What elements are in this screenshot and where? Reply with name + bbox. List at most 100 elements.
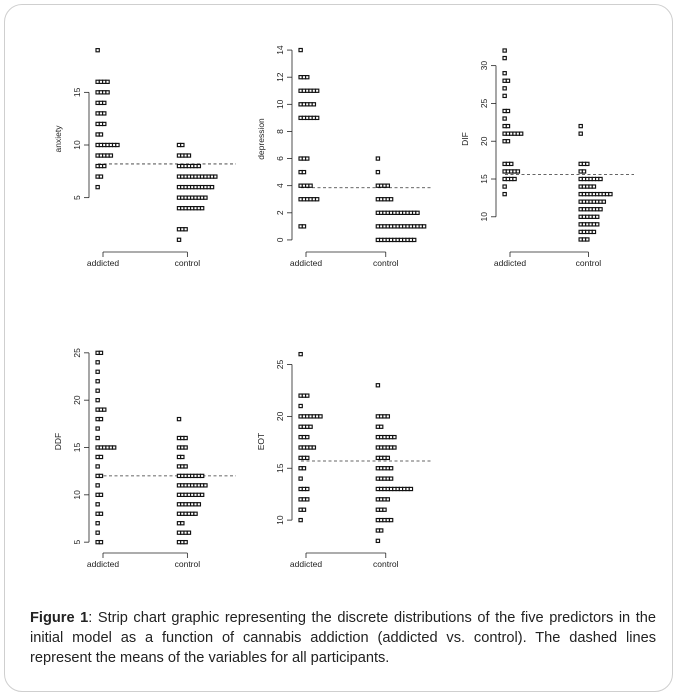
series-control: [375, 156, 427, 243]
data-point: [301, 169, 307, 175]
data-point: [378, 424, 384, 429]
data-point: [388, 476, 394, 481]
series-addicted: [95, 350, 117, 545]
caption-text: : Strip chart graphic representing the d…: [30, 610, 657, 666]
data-point: [203, 483, 208, 488]
y-tick-label: 15: [72, 443, 82, 453]
data-point: [196, 502, 202, 507]
chart-panel-EOT: 10 15 20 25 EOT addicted control: [256, 351, 432, 569]
data-point: [392, 434, 397, 440]
x-tick-label: control: [373, 559, 399, 569]
data-point: [502, 191, 507, 197]
series-control: [578, 123, 613, 242]
data-point: [594, 214, 600, 219]
y-tick-label: 5: [72, 540, 82, 545]
data-point: [102, 407, 107, 412]
series-addicted: [502, 48, 524, 197]
data-point: [105, 79, 110, 84]
data-point: [382, 507, 387, 512]
x-tick-label: control: [175, 559, 201, 569]
data-point: [502, 116, 507, 121]
series-addicted: [298, 47, 320, 229]
data-point: [385, 455, 391, 461]
data-point: [213, 174, 218, 179]
data-point: [502, 48, 507, 53]
data-point: [502, 55, 507, 61]
y-tick-label: 10: [479, 212, 489, 222]
data-point: [581, 169, 587, 174]
chart-panel-DDF: 5 10 15 20 25 DDF addicted control: [53, 348, 236, 569]
y-tick-label: 5: [72, 195, 82, 200]
data-point: [180, 521, 185, 526]
data-point: [102, 121, 107, 127]
data-point: [301, 224, 307, 229]
data-point: [298, 351, 303, 357]
data-point: [95, 502, 100, 507]
data-point: [111, 445, 117, 450]
data-point: [203, 195, 208, 200]
x-tick-label: control: [576, 258, 602, 268]
data-point: [199, 492, 205, 498]
data-point: [585, 161, 590, 167]
data-point: [421, 224, 427, 229]
y-axis-label: DIF: [460, 132, 470, 146]
data-point: [183, 435, 188, 441]
x-tick-label: addicted: [87, 559, 119, 569]
data-point: [305, 393, 310, 398]
data-point: [578, 131, 583, 136]
data-point: [95, 435, 100, 441]
data-point: [98, 492, 104, 498]
data-point: [311, 102, 317, 107]
data-point: [308, 183, 313, 188]
data-point: [193, 511, 198, 516]
data-point: [598, 176, 603, 182]
y-tick-label: 10: [275, 515, 285, 525]
data-point: [308, 424, 313, 429]
data-point: [95, 483, 100, 488]
data-point: [601, 199, 607, 204]
data-point: [102, 100, 107, 106]
data-point: [176, 416, 182, 422]
data-point: [98, 454, 104, 460]
y-tick-label: 6: [275, 156, 285, 161]
data-point: [385, 183, 391, 188]
y-axis-label: anxiety: [53, 125, 63, 153]
data-point: [608, 191, 613, 197]
data-point: [375, 538, 381, 544]
data-point: [502, 86, 507, 91]
data-point: [186, 530, 192, 535]
data-point: [186, 153, 192, 158]
chart-panel-DIF: 10 15 20 25 30 DIF addicted control: [460, 48, 634, 268]
y-tick-label: 4: [275, 183, 285, 188]
data-point: [375, 156, 381, 161]
data-point: [512, 176, 517, 182]
data-point: [385, 497, 391, 502]
data-point: [209, 184, 215, 190]
data-point: [298, 47, 303, 53]
data-point: [115, 142, 120, 148]
data-point: [95, 397, 100, 403]
data-point: [594, 222, 600, 227]
data-point: [183, 227, 188, 232]
data-point: [415, 210, 420, 215]
data-point: [108, 153, 114, 158]
data-point: [388, 197, 394, 202]
data-point: [95, 360, 100, 365]
y-tick-label: 30: [479, 61, 489, 71]
data-point: [301, 466, 307, 471]
strip-charts: 5 10 15 anxiety addicted control 0 2 4 6 8 10 12 14 de…: [53, 45, 634, 569]
y-axis-label: EOT: [256, 433, 266, 450]
data-point: [505, 108, 511, 114]
data-point: [518, 131, 524, 136]
y-tick-label: 25: [72, 348, 82, 358]
data-point: [95, 464, 100, 469]
y-tick-label: 15: [479, 174, 489, 184]
data-point: [598, 207, 603, 212]
data-point: [105, 90, 110, 95]
y-tick-label: 8: [275, 129, 285, 134]
data-point: [95, 369, 100, 374]
data-point: [298, 517, 303, 523]
data-point: [102, 163, 107, 169]
y-tick-label: 20: [479, 136, 489, 146]
data-point: [392, 445, 397, 450]
